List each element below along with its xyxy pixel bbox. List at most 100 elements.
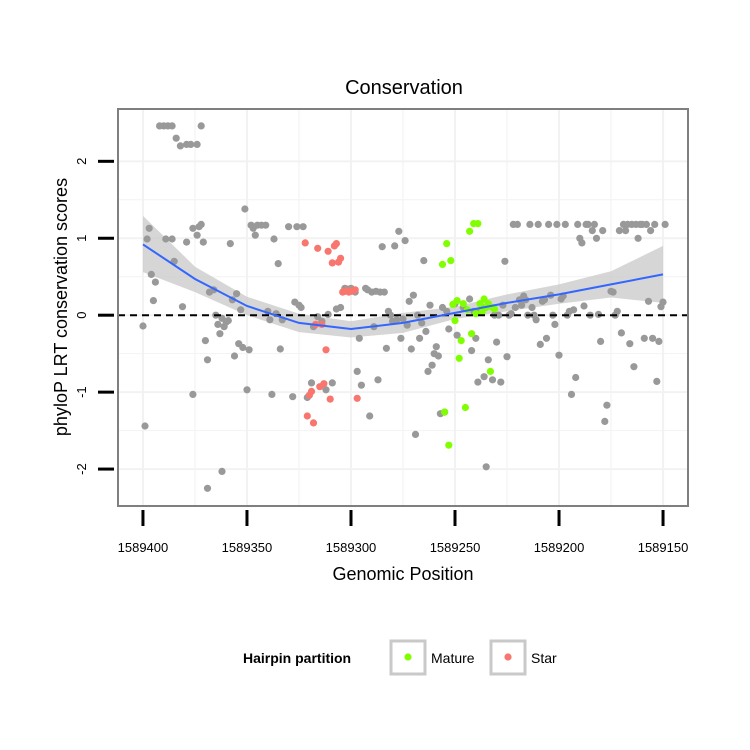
other-point-103 <box>391 242 399 250</box>
other-point-164 <box>532 316 540 324</box>
other-point-71 <box>299 223 307 231</box>
other-point-124 <box>434 352 442 360</box>
other-point-203 <box>615 227 624 235</box>
mature-point-3 <box>445 441 453 449</box>
other-point-44 <box>233 290 241 298</box>
other-point-140 <box>480 373 488 381</box>
other-point-18 <box>183 238 191 246</box>
other-point-169 <box>542 334 551 342</box>
y-tick-label-2: 2 <box>74 158 89 165</box>
other-point-70 <box>297 303 305 312</box>
other-point-12 <box>168 235 176 243</box>
mature-point-2 <box>441 408 449 416</box>
other-point-197 <box>601 417 609 425</box>
star-point-11 <box>324 247 332 255</box>
other-point-118 <box>422 327 430 335</box>
other-point-111 <box>407 345 415 353</box>
other-point-22 <box>193 140 201 148</box>
x-tick-label-1589200: 1589200 <box>534 540 585 555</box>
loess-smooth-line <box>142 243 664 331</box>
y-tick-label--2: -2 <box>74 463 89 475</box>
x-tick-label-1589150: 1589150 <box>638 540 689 555</box>
mature-point-6 <box>451 317 459 325</box>
other-point-101 <box>386 311 395 319</box>
other-point-117 <box>420 257 428 265</box>
other-point-23 <box>193 231 201 239</box>
other-point-10 <box>168 122 176 130</box>
mature-point-14 <box>468 330 476 338</box>
other-point-115 <box>416 334 424 342</box>
star-point-13 <box>328 259 336 267</box>
other-point-187 <box>580 302 588 310</box>
other-point-162 <box>528 303 536 312</box>
other-point-221 <box>653 377 661 385</box>
y-tick-label-1: 1 <box>74 235 89 242</box>
mature-point-8 <box>455 354 463 362</box>
other-point-73 <box>307 379 316 387</box>
other-point-123 <box>432 343 440 351</box>
other-point-3 <box>145 224 153 232</box>
legend-title: Hairpin partition <box>243 650 351 666</box>
plot-panel <box>117 108 689 507</box>
legend-label-mature: Mature <box>431 650 475 666</box>
other-point-29 <box>203 356 212 364</box>
other-point-225 <box>661 220 669 228</box>
other-point-149 <box>501 257 509 265</box>
other-point-40 <box>224 317 232 325</box>
other-point-105 <box>395 227 403 235</box>
other-point-208 <box>626 340 634 348</box>
other-point-36 <box>218 467 226 475</box>
other-point-91 <box>366 412 374 420</box>
star-point-25 <box>353 394 361 402</box>
star-point-10 <box>322 346 330 354</box>
other-point-62 <box>274 260 282 268</box>
other-point-218 <box>647 227 655 235</box>
other-point-26 <box>197 122 205 130</box>
other-point-2 <box>143 235 151 243</box>
other-point-129 <box>445 325 453 333</box>
other-point-14 <box>172 134 180 142</box>
other-point-146 <box>495 311 503 319</box>
mature-point-7 <box>453 297 461 305</box>
other-point-202 <box>613 307 621 315</box>
other-point-224 <box>659 298 667 306</box>
other-point-152 <box>507 310 515 318</box>
other-point-220 <box>651 220 659 228</box>
other-point-186 <box>578 239 586 247</box>
star-point-4 <box>309 419 318 427</box>
other-point-104 <box>393 316 401 324</box>
other-point-98 <box>380 288 388 296</box>
star-point-9 <box>320 380 328 388</box>
other-point-136 <box>472 334 480 342</box>
data-points <box>139 122 669 492</box>
other-point-87 <box>355 334 363 342</box>
other-point-21 <box>189 390 197 398</box>
other-point-56 <box>262 221 270 229</box>
other-point-137 <box>474 378 482 386</box>
other-point-48 <box>241 205 249 213</box>
other-point-4 <box>147 270 155 278</box>
other-point-175 <box>555 351 563 359</box>
other-point-165 <box>534 220 542 228</box>
other-point-166 <box>536 340 544 348</box>
other-point-43 <box>230 352 239 360</box>
y-tick-label--1: -1 <box>74 386 89 398</box>
other-point-219 <box>649 334 657 342</box>
other-point-30 <box>203 484 212 492</box>
star-point-1 <box>303 412 311 420</box>
mature-point-0 <box>438 260 447 268</box>
star-point-6 <box>314 244 322 252</box>
other-point-110 <box>405 297 413 305</box>
star-point-24 <box>351 286 359 294</box>
other-point-63 <box>276 345 284 353</box>
other-point-16 <box>178 303 187 311</box>
other-point-161 <box>526 220 534 228</box>
star-point-15 <box>332 240 340 248</box>
other-point-99 <box>382 344 390 352</box>
other-point-77 <box>322 386 330 394</box>
mature-point-11 <box>461 403 469 412</box>
other-point-86 <box>353 367 361 375</box>
other-point-145 <box>493 338 501 346</box>
other-point-15 <box>176 142 184 150</box>
legend-label-star: Star <box>531 650 557 666</box>
